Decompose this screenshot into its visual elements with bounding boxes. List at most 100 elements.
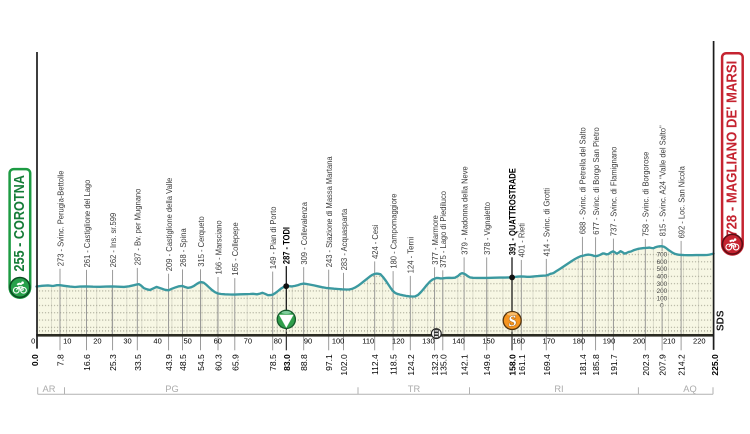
svg-text:120: 120	[392, 337, 405, 346]
svg-text:209 - Castiglione della Valle: 209 - Castiglione della Valle	[165, 177, 174, 271]
svg-text:0: 0	[31, 337, 35, 346]
svg-text:261 - Castiglione del Lago: 261 - Castiglione del Lago	[83, 179, 92, 267]
svg-text:255 - COROTNA: 255 - COROTNA	[12, 175, 28, 271]
svg-text:78.5: 78.5	[268, 354, 278, 371]
svg-text:100: 100	[657, 295, 668, 302]
svg-text:677 - Svinc. di Borgo San Piet: 677 - Svinc. di Borgo San Pietro	[592, 127, 601, 235]
svg-text:375 - Lago di Piediluco: 375 - Lago di Piediluco	[439, 191, 448, 268]
svg-text:200: 200	[657, 288, 668, 295]
svg-text:130: 130	[422, 337, 435, 346]
svg-text:378 - Vignaletto: 378 - Vignaletto	[483, 202, 492, 255]
svg-text:124 - Terni: 124 - Terni	[407, 237, 416, 274]
svg-text:150: 150	[482, 337, 495, 346]
svg-text:161.1: 161.1	[517, 354, 527, 376]
svg-text:149.6: 149.6	[482, 354, 492, 376]
svg-text:600: 600	[657, 259, 668, 266]
svg-text:315 - Cerqueto: 315 - Cerqueto	[197, 216, 206, 267]
svg-text:S: S	[507, 313, 517, 330]
svg-text:0: 0	[660, 303, 664, 310]
svg-text:16.6: 16.6	[82, 354, 92, 371]
svg-text:AR: AR	[43, 384, 56, 394]
svg-text:40: 40	[153, 337, 161, 346]
svg-text:7.8: 7.8	[56, 354, 66, 366]
svg-text:48.5: 48.5	[178, 354, 188, 371]
svg-text:758 - Svinc. di Borgorose: 758 - Svinc. di Borgorose	[642, 151, 651, 236]
svg-text:737 - Svinc. di Flamignano: 737 - Svinc. di Flamignano	[610, 146, 619, 236]
svg-text:149 - Pian di Porto: 149 - Pian di Porto	[269, 206, 278, 269]
svg-text:RI: RI	[554, 384, 563, 394]
svg-text:50: 50	[184, 337, 192, 346]
svg-text:200: 200	[633, 337, 646, 346]
svg-text:20: 20	[93, 337, 101, 346]
svg-text:43.9: 43.9	[164, 354, 174, 371]
svg-text:124.2: 124.2	[406, 354, 416, 376]
svg-text:60.3: 60.3	[214, 354, 224, 371]
svg-text:210: 210	[663, 337, 676, 346]
svg-text:TR: TR	[408, 384, 421, 394]
svg-text:700: 700	[657, 252, 668, 259]
svg-text:207.9: 207.9	[658, 354, 668, 376]
svg-text:132.3: 132.3	[430, 354, 440, 376]
svg-text:287 - TODI: 287 - TODI	[282, 227, 292, 264]
svg-text:401 - Rieti: 401 - Rieti	[518, 223, 527, 258]
svg-text:283 - Acquasparta: 283 - Acquasparta	[340, 208, 349, 270]
svg-text:140: 140	[452, 337, 465, 346]
svg-text:88.8: 88.8	[299, 354, 309, 371]
svg-text:500: 500	[657, 266, 668, 273]
svg-text:166 - Marsciano: 166 - Marsciano	[214, 220, 223, 274]
svg-text:225.0: 225.0	[710, 354, 720, 376]
svg-text:54.5: 54.5	[196, 354, 206, 371]
svg-text:379 - Madonna della Neve: 379 - Madonna della Neve	[460, 166, 469, 255]
svg-text:190: 190	[603, 337, 616, 346]
svg-text:262 - Ins. sr.599: 262 - Ins. sr.599	[109, 212, 118, 267]
svg-text:688 - Svinc. di Petrella del S: 688 - Svinc. di Petrella del Salto	[579, 127, 588, 234]
svg-text:202.3: 202.3	[641, 354, 651, 376]
svg-text:110: 110	[362, 337, 374, 346]
svg-text:160: 160	[512, 337, 525, 346]
svg-text:158.0: 158.0	[508, 354, 518, 376]
svg-text:309 - Collevalenza: 309 - Collevalenza	[300, 202, 309, 265]
svg-text:165 - Collepepe: 165 - Collepepe	[231, 222, 240, 276]
svg-text:10: 10	[63, 337, 71, 346]
svg-text:80: 80	[274, 337, 282, 346]
svg-text:300: 300	[657, 281, 668, 288]
svg-text:97.1: 97.1	[324, 354, 334, 371]
svg-text:424 - Cesi: 424 - Cesi	[371, 224, 380, 259]
svg-text:33.5: 33.5	[133, 354, 143, 371]
svg-text:191.7: 191.7	[609, 354, 619, 376]
svg-text:728 - MAGLIANO DE' MARSI: 728 - MAGLIANO DE' MARSI	[725, 61, 741, 237]
svg-text:0.0: 0.0	[30, 354, 40, 366]
svg-text:287 - Bv. per Mugnano: 287 - Bv. per Mugnano	[134, 188, 143, 265]
svg-text:180: 180	[573, 337, 586, 346]
svg-text:65.9: 65.9	[230, 354, 240, 371]
svg-text:90: 90	[304, 337, 312, 346]
svg-text:273 - Svinc. Perugia-Bettolle: 273 - Svinc. Perugia-Bettolle	[56, 170, 65, 266]
svg-text:400: 400	[657, 274, 668, 281]
svg-text:70: 70	[244, 337, 252, 346]
svg-text:243 - Stazione di Massa Martan: 243 - Stazione di Massa Martana	[325, 156, 334, 267]
svg-text:169.4: 169.4	[542, 354, 552, 376]
svg-text:170: 170	[543, 337, 556, 346]
svg-text:100: 100	[332, 337, 345, 346]
svg-text:414 - Svinc. di Grotti: 414 - Svinc. di Grotti	[543, 188, 552, 257]
svg-text:112.4: 112.4	[370, 354, 380, 375]
svg-text:391 - QUATTROSTRADE: 391 - QUATTROSTRADE	[507, 168, 517, 255]
svg-text:25.3: 25.3	[108, 354, 118, 371]
svg-text:815 - Svinc. A24 "Valle del Sa: 815 - Svinc. A24 "Valle del Salto"	[658, 125, 667, 236]
svg-text:377 - Marmore: 377 - Marmore	[431, 215, 440, 265]
svg-text:214.2: 214.2	[677, 354, 687, 376]
svg-text:142.1: 142.1	[460, 354, 470, 376]
svg-text:692 - Loc. San Nicola: 692 - Loc. San Nicola	[677, 166, 686, 239]
svg-text:PG: PG	[165, 384, 178, 394]
svg-text:180 - Campomaggiore: 180 - Campomaggiore	[389, 193, 398, 269]
svg-text:220: 220	[693, 337, 706, 346]
svg-text:185.8: 185.8	[591, 354, 601, 376]
svg-text:118.5: 118.5	[389, 354, 399, 375]
svg-text:SDS: SDS	[715, 310, 726, 331]
svg-text:268 - Spina: 268 - Spina	[179, 228, 188, 267]
svg-text:102.0: 102.0	[339, 354, 349, 376]
svg-text:83.0: 83.0	[282, 354, 292, 371]
svg-text:30: 30	[123, 337, 131, 346]
svg-text:60: 60	[214, 337, 222, 346]
svg-text:135.0: 135.0	[438, 354, 448, 376]
